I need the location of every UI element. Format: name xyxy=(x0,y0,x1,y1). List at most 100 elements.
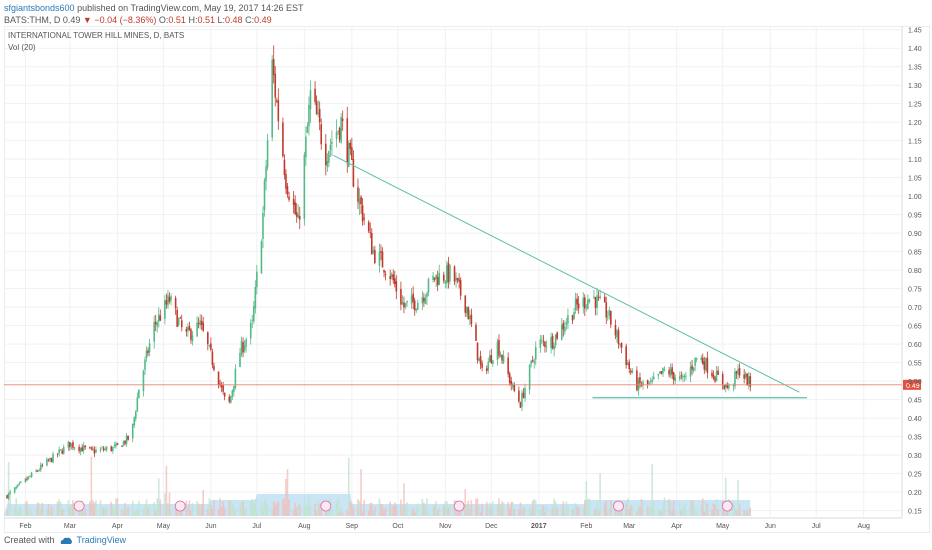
y-tick-label: 0.30 xyxy=(908,453,922,460)
volume-bar xyxy=(363,500,365,516)
y-tick-label: 0.55 xyxy=(908,361,922,368)
candle-body xyxy=(380,250,382,253)
candle-body xyxy=(275,100,278,102)
volume-bar xyxy=(136,508,139,516)
volume-bar xyxy=(469,505,471,516)
candle-body xyxy=(735,371,738,374)
price-chart[interactable]: 0.49 0.15 0.20 0.25 0.30 0.35 0.40 0.45 0.50 0.5… xyxy=(3,25,931,534)
volume-bar xyxy=(657,509,660,516)
candle-body xyxy=(668,370,670,375)
volume-bar xyxy=(288,499,290,516)
candle-body xyxy=(217,371,220,385)
candle-body xyxy=(714,377,716,382)
tradingview-brand[interactable]: TradingView xyxy=(76,535,127,545)
volume-bar xyxy=(338,511,341,516)
volume-bar xyxy=(410,511,413,516)
y-tick-label: 1.25 xyxy=(908,102,922,109)
volume-bar xyxy=(314,503,316,516)
volume-bar xyxy=(726,511,729,516)
candle-body xyxy=(187,327,189,332)
volume-bar xyxy=(233,507,235,516)
candle-body xyxy=(501,354,503,361)
volume-bar xyxy=(211,508,214,516)
volume-bar xyxy=(608,507,611,516)
candle-body xyxy=(479,356,482,365)
volume-bar xyxy=(712,503,715,516)
chart-area[interactable]: 0.49 0.15 0.20 0.25 0.30 0.35 0.40 0.45 0.50 0.5… xyxy=(3,25,931,534)
volume-bar xyxy=(254,498,257,516)
descending-trendline xyxy=(333,155,800,393)
volume-bar xyxy=(113,508,116,516)
volume-bar xyxy=(518,509,520,516)
volume-bar xyxy=(305,505,307,516)
x-tick-label: Oct xyxy=(392,523,403,530)
candle-body xyxy=(122,441,125,446)
candle-body xyxy=(367,221,370,232)
volume-bar xyxy=(101,507,103,516)
volume-bar xyxy=(628,509,631,516)
candle-body xyxy=(179,317,182,319)
candle-body xyxy=(50,458,53,462)
candle-body xyxy=(92,448,94,450)
candle-body xyxy=(700,357,703,360)
candle-body xyxy=(629,370,632,373)
volume-bar xyxy=(539,509,542,516)
x-tick-label: 2017 xyxy=(531,523,547,530)
candle-body xyxy=(628,361,631,370)
candle-body xyxy=(481,363,483,368)
y-tick-label: 0.20 xyxy=(908,490,922,497)
candle-body xyxy=(510,381,513,386)
volume-bar xyxy=(239,502,241,516)
candle-body xyxy=(59,449,62,451)
volume-bar xyxy=(26,501,28,516)
volume-bar xyxy=(90,456,93,516)
volume-bar xyxy=(478,505,480,516)
volume-bar xyxy=(340,506,342,516)
volume-bar xyxy=(544,511,546,516)
candle-body xyxy=(20,481,22,483)
volume-bar xyxy=(176,508,178,516)
candle-body xyxy=(539,339,542,348)
y-tick-label: 1.10 xyxy=(908,157,922,164)
volume-bar xyxy=(207,509,209,516)
volume-bar xyxy=(357,499,359,516)
volume-bar xyxy=(685,508,687,516)
candle-body xyxy=(542,340,545,342)
volume-bar xyxy=(41,502,44,516)
volume-bar xyxy=(490,507,493,516)
volume-bar xyxy=(551,507,554,516)
publisher-name[interactable]: sfgiantsbonds600 xyxy=(4,3,75,13)
candle-body xyxy=(636,370,638,390)
candle-body xyxy=(691,365,693,370)
candle-body xyxy=(508,373,511,383)
candle-body xyxy=(711,372,713,377)
candle-body xyxy=(712,374,715,378)
volume-bar xyxy=(597,510,600,516)
candle-body xyxy=(596,295,598,308)
candle-body xyxy=(475,324,477,341)
candle-body xyxy=(678,376,681,380)
candle-body xyxy=(528,364,531,390)
volume-bar xyxy=(424,504,427,516)
candle-body xyxy=(438,272,441,285)
candle-body xyxy=(138,389,140,399)
volume-bar xyxy=(522,506,525,516)
candle-body xyxy=(692,367,695,371)
volume-bar xyxy=(519,502,522,516)
volume-bar xyxy=(277,501,280,516)
candle-body xyxy=(315,101,318,115)
volume-bar xyxy=(29,505,31,516)
volume-bar xyxy=(36,502,39,516)
volume-bar xyxy=(585,481,588,516)
candle-body xyxy=(6,495,8,499)
volume-bar xyxy=(384,507,387,516)
volume-bar xyxy=(438,507,441,516)
candle-body xyxy=(614,325,617,336)
candle-body xyxy=(384,274,387,276)
volume-bar xyxy=(447,507,450,516)
volume-bar xyxy=(530,509,532,516)
candle-body xyxy=(298,215,301,220)
y-tick-label: 0.25 xyxy=(908,472,922,479)
volume-bar xyxy=(610,500,612,516)
volume-bar xyxy=(606,508,609,516)
